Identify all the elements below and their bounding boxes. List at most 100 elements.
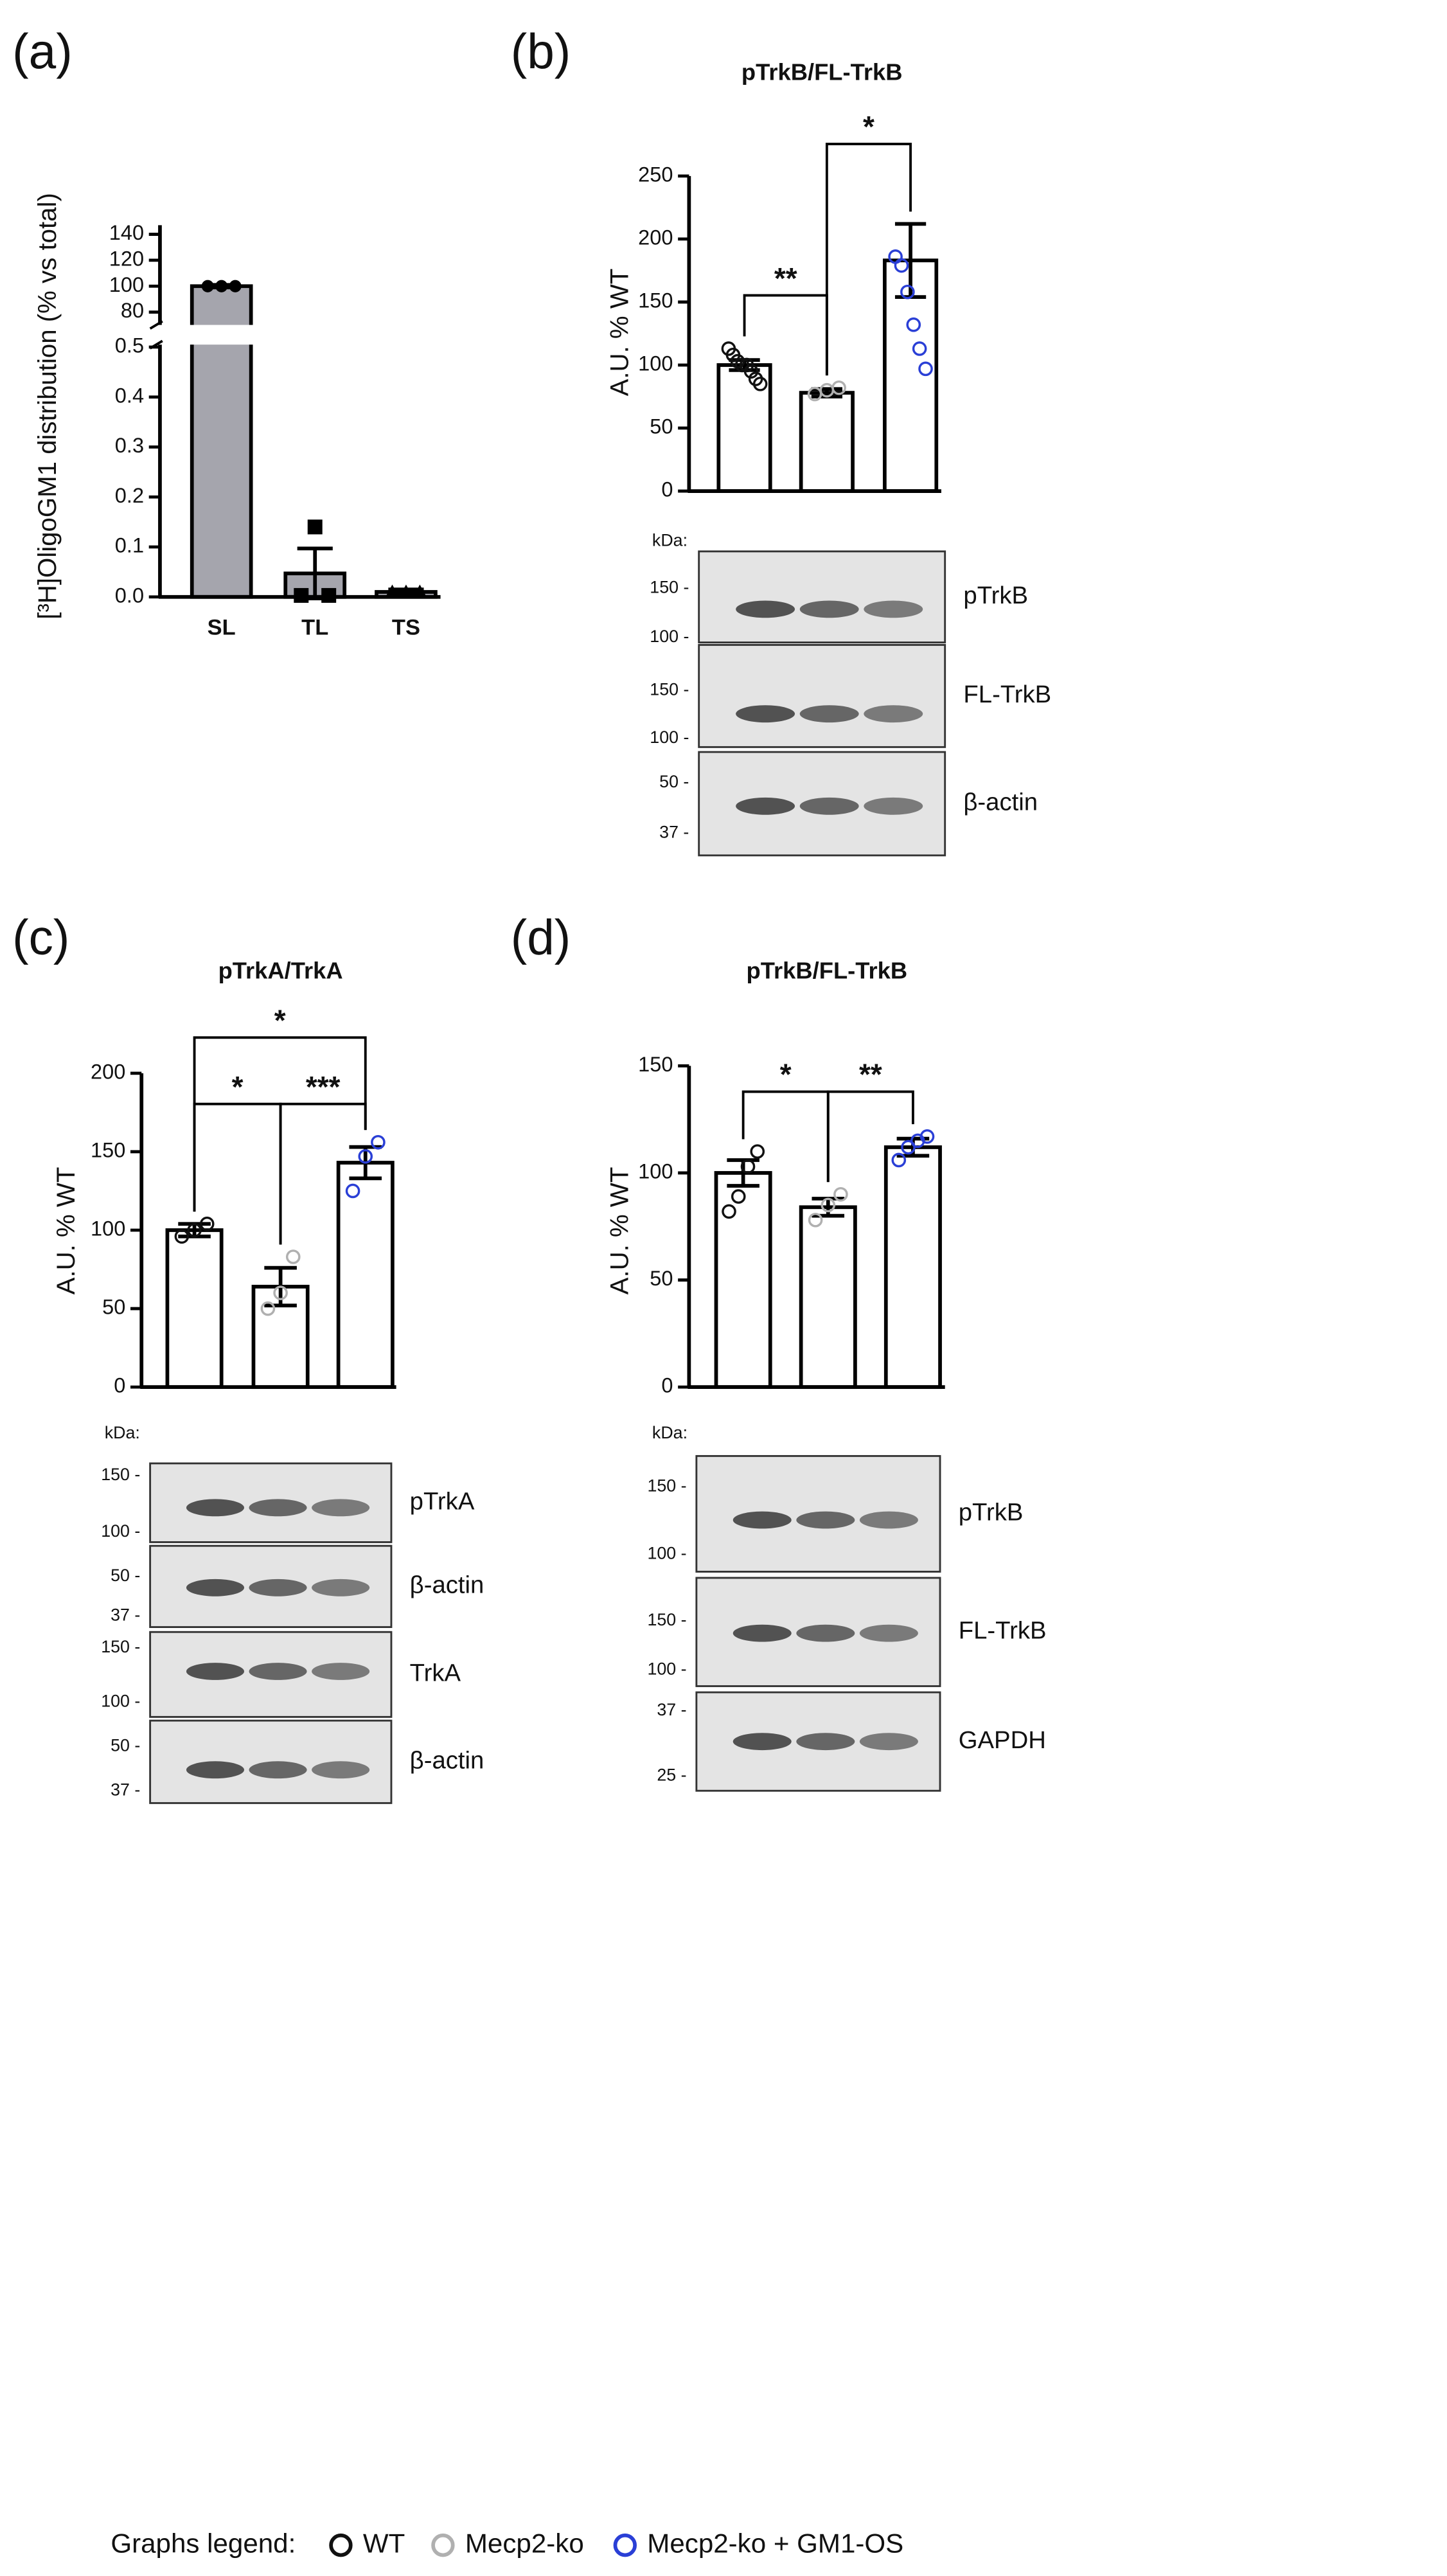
data-point xyxy=(821,1197,836,1213)
data-point xyxy=(750,1144,765,1159)
blot-marker: 100 - xyxy=(647,1659,686,1679)
significance-label: ** xyxy=(859,1058,882,1091)
legend-title: Graphs legend: xyxy=(111,2528,296,2558)
blot-band xyxy=(249,1761,307,1779)
blot-band xyxy=(249,1663,307,1680)
blot-name: β-actin xyxy=(410,1746,484,1774)
blot-unit: kDa: xyxy=(652,1423,688,1442)
blot-band xyxy=(799,600,859,618)
blot-band xyxy=(859,1511,918,1529)
legend-label: Mecp2-ko + GM1-OS xyxy=(647,2528,903,2558)
blot-band xyxy=(186,1663,245,1680)
legend-marker xyxy=(329,2533,353,2557)
data-point xyxy=(731,1189,746,1204)
blot-band xyxy=(312,1761,370,1779)
blot-band xyxy=(312,1579,370,1597)
blot-band xyxy=(732,1733,792,1751)
y-tick-label: 200 xyxy=(91,1060,125,1083)
blot-name: FL-TrkB xyxy=(959,1616,1047,1644)
blot-band xyxy=(799,705,859,723)
y-tick-label: 0.0 xyxy=(115,584,144,607)
chart-title: pTrkB/FL-TrkB xyxy=(741,59,903,85)
y-tick-label: 0 xyxy=(661,1374,673,1397)
y-tick-label: 0.4 xyxy=(115,384,144,407)
blot-unit: kDa: xyxy=(105,1423,140,1442)
blot-band xyxy=(312,1663,370,1680)
y-tick-label: 0.5 xyxy=(115,334,144,357)
blot-image xyxy=(698,644,946,748)
legend-marker xyxy=(431,2533,455,2557)
blot-band xyxy=(186,1761,245,1779)
blot-marker: 150 - xyxy=(101,1637,140,1656)
data-point xyxy=(808,1212,823,1228)
blot-marker: 100 - xyxy=(650,728,689,747)
chart-title: pTrkB/FL-TrkB xyxy=(747,957,908,983)
blot-band xyxy=(859,1733,918,1751)
blot-marker: 150 - xyxy=(647,1476,686,1495)
blot-marker: 100 - xyxy=(101,1691,140,1710)
blot-band xyxy=(799,797,859,815)
panel-label: (c) xyxy=(12,911,69,965)
axis-break xyxy=(143,325,448,345)
blot-image xyxy=(698,550,946,644)
data-point xyxy=(894,258,909,273)
data-point xyxy=(187,1222,202,1238)
blot-unit: kDa: xyxy=(652,531,688,550)
legend-label: WT xyxy=(363,2528,405,2558)
bar xyxy=(799,391,855,493)
panel-label: (b) xyxy=(511,24,571,79)
y-tick-label: 140 xyxy=(109,221,144,244)
blot-name: pTrkA xyxy=(410,1487,475,1515)
significance-bracket xyxy=(193,1036,367,1212)
blot-name: pTrkB xyxy=(959,1499,1024,1526)
significance-bracket xyxy=(825,143,912,376)
blot-name: β-actin xyxy=(963,789,1038,816)
y-tick-label: 100 xyxy=(109,273,144,296)
data-point xyxy=(412,584,427,598)
blot-band xyxy=(249,1499,307,1517)
blot-band xyxy=(186,1499,245,1517)
y-tick-label: 0.2 xyxy=(115,484,144,507)
significance-label: * xyxy=(863,110,874,143)
blot-band xyxy=(736,600,795,618)
data-point xyxy=(912,341,927,356)
blot-marker: 150 - xyxy=(647,1610,686,1629)
y-tick-label: 50 xyxy=(650,1267,673,1290)
bar xyxy=(165,1228,224,1390)
blot-band xyxy=(312,1499,370,1517)
data-point xyxy=(294,587,309,603)
blot-marker: 37 - xyxy=(111,1780,140,1799)
data-point xyxy=(831,380,846,395)
data-point xyxy=(201,280,214,292)
significance-label: *** xyxy=(306,1070,341,1104)
blot-name: TrkA xyxy=(410,1659,461,1686)
y-tick-label: 150 xyxy=(91,1139,125,1162)
blot-marker: 50 - xyxy=(111,1566,140,1585)
blot-band xyxy=(186,1579,245,1597)
y-tick-label: 50 xyxy=(102,1296,125,1319)
data-point xyxy=(918,361,933,377)
y-tick-label: 100 xyxy=(638,1160,673,1183)
blot-band xyxy=(859,1624,918,1642)
data-point xyxy=(752,377,768,391)
data-point xyxy=(900,284,915,300)
data-point xyxy=(215,280,228,292)
data-point xyxy=(321,587,337,603)
data-point xyxy=(398,584,414,598)
blot-marker: 50 - xyxy=(111,1735,140,1755)
bar xyxy=(716,363,772,493)
data-point xyxy=(199,1216,215,1231)
data-point xyxy=(740,1159,756,1174)
x-tick-label: TS xyxy=(392,616,420,640)
data-point xyxy=(307,519,323,535)
blot-marker: 50 - xyxy=(659,772,689,791)
y-tick-label: 100 xyxy=(638,352,673,375)
y-tick-label: 80 xyxy=(121,299,144,322)
y-tick-label: 0.3 xyxy=(115,434,144,457)
data-point xyxy=(174,1229,190,1244)
y-axis-label: [³H]OligoGM1 distribution (% vs total) xyxy=(33,193,62,620)
chart-title: pTrkA/TrkA xyxy=(218,957,343,983)
data-point xyxy=(385,584,400,598)
blot-marker: 100 - xyxy=(101,1521,140,1541)
y-axis-label: A.U. % WT xyxy=(605,1167,634,1295)
